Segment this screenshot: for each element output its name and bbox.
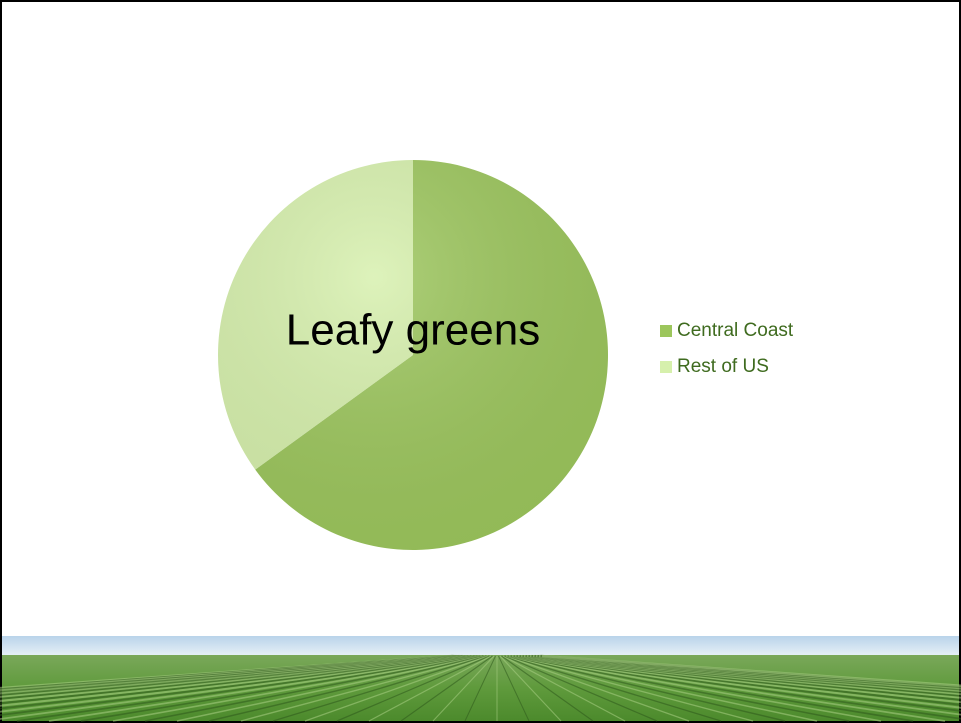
chart-title: Leafy greens bbox=[286, 306, 540, 355]
field-row bbox=[400, 655, 493, 722]
field-row bbox=[508, 655, 754, 722]
field-row bbox=[304, 655, 489, 722]
field-row bbox=[208, 655, 484, 722]
field-row bbox=[505, 655, 690, 722]
field-row bbox=[498, 655, 530, 722]
legend-swatch bbox=[660, 361, 672, 373]
legend: Central Coast Rest of US bbox=[660, 320, 794, 377]
field-row bbox=[432, 655, 495, 722]
field-row bbox=[240, 655, 486, 722]
field-row bbox=[112, 655, 480, 722]
field-row bbox=[464, 655, 496, 722]
field-row bbox=[502, 655, 626, 722]
field-row bbox=[507, 655, 722, 722]
field-row bbox=[504, 655, 658, 722]
field-row bbox=[272, 655, 487, 722]
sky bbox=[2, 636, 959, 656]
field-row bbox=[514, 655, 882, 722]
field-row bbox=[80, 655, 478, 722]
field-row bbox=[48, 655, 477, 722]
field-row bbox=[511, 655, 818, 722]
field-row bbox=[541, 654, 961, 688]
field-row bbox=[499, 655, 562, 722]
field-row bbox=[0, 655, 474, 720]
field-row bbox=[336, 655, 490, 722]
field-row bbox=[516, 655, 914, 722]
field-row bbox=[501, 655, 594, 722]
field-row bbox=[513, 655, 850, 722]
field-row bbox=[368, 655, 492, 722]
pie bbox=[217, 160, 608, 550]
field-row bbox=[16, 655, 475, 722]
field-row bbox=[517, 655, 946, 722]
field-row bbox=[510, 655, 786, 722]
legend-label: Central Coast bbox=[677, 320, 794, 341]
legend-label: Rest of US bbox=[677, 356, 769, 377]
field-row bbox=[144, 655, 481, 722]
legend-swatch bbox=[660, 325, 672, 337]
field-row bbox=[176, 655, 483, 722]
field-photo bbox=[0, 636, 961, 722]
